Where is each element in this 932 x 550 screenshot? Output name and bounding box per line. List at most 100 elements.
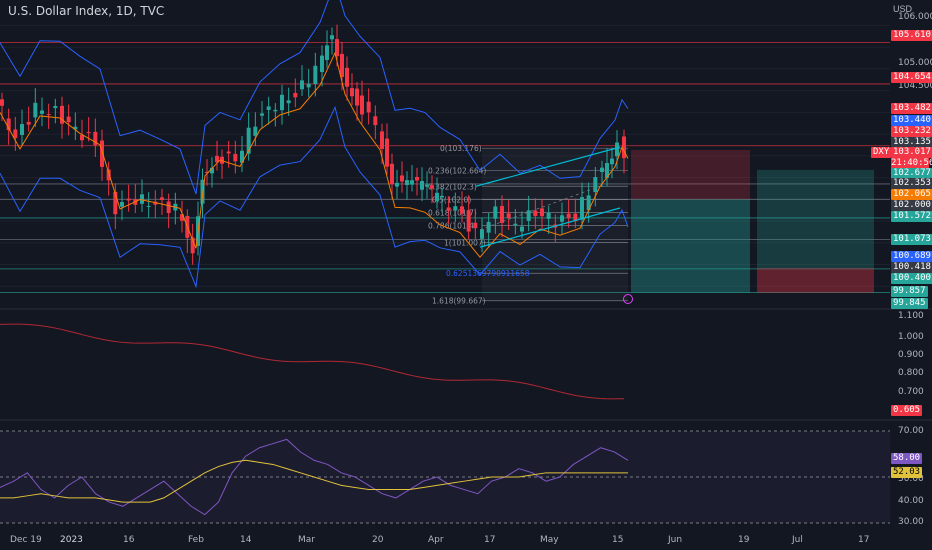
candle	[146, 205, 151, 207]
price-tag: 101.073	[891, 234, 932, 245]
candle	[526, 210, 531, 221]
x-tick-label: Mar	[298, 535, 315, 545]
candle	[400, 175, 404, 182]
candle	[93, 131, 98, 146]
fib-label: 0.236(102.664)	[428, 166, 486, 175]
fib-label: 1.618(99.667)	[432, 297, 486, 306]
candle	[425, 184, 429, 187]
y-tick-label: 0.900	[898, 350, 924, 360]
candle	[300, 80, 304, 90]
candle	[140, 194, 144, 204]
candle	[180, 214, 184, 221]
candle	[373, 116, 378, 126]
x-tick-label: Apr	[428, 535, 444, 545]
price-tag: 100.689	[891, 251, 932, 262]
candle	[453, 206, 458, 211]
fib-label: 1(101.007)	[444, 238, 486, 247]
position-stop-zone	[757, 268, 874, 293]
y-tick-label: 104.500	[898, 81, 932, 91]
candle	[622, 136, 626, 159]
channel-lower	[479, 207, 621, 248]
indicator-tag: 0.605	[891, 405, 923, 416]
candle	[615, 142, 619, 157]
candle	[313, 65, 318, 84]
candle	[205, 171, 209, 174]
candle	[6, 118, 11, 131]
bollinger-upper	[0, 0, 629, 195]
x-tick-label: 14	[240, 535, 252, 545]
candle	[520, 226, 524, 232]
position-target-zone	[757, 169, 874, 269]
rsi-ma-line	[0, 459, 628, 503]
price-tag: 100.400	[891, 273, 932, 284]
candle	[486, 221, 491, 233]
candle	[320, 55, 324, 73]
candle	[513, 223, 518, 226]
rsi-tag: 58.00	[891, 453, 923, 464]
y-tick-label: 0.800	[898, 368, 924, 378]
candle	[280, 94, 284, 111]
candle	[190, 237, 195, 254]
candle	[325, 45, 329, 60]
candle	[360, 95, 364, 115]
candle	[460, 206, 464, 214]
candle	[286, 100, 291, 104]
x-tick-label: Jun	[668, 535, 683, 545]
candle	[226, 151, 231, 154]
price-tag: 99.845	[891, 298, 928, 309]
candle	[580, 197, 584, 220]
candle	[506, 213, 511, 218]
candle	[260, 113, 264, 116]
fib-label: 0.618(101.7)	[428, 208, 477, 217]
candle	[166, 201, 171, 214]
price-tag: 102.065	[891, 189, 932, 200]
candle	[210, 167, 214, 174]
y-tick-label: 50.00	[898, 474, 924, 484]
candle	[120, 202, 124, 207]
candle	[480, 229, 484, 239]
moving-average	[0, 51, 629, 258]
candle	[566, 213, 571, 218]
candle	[100, 140, 104, 167]
candle	[340, 53, 344, 77]
y-tick-label: 105.000	[898, 58, 932, 68]
candle	[466, 210, 471, 232]
candle	[40, 110, 44, 114]
x-tick-label: 19	[738, 535, 750, 545]
price-tag: 99.857	[891, 286, 928, 297]
candle	[366, 101, 371, 113]
fib-label: 0.382(102.3)	[428, 182, 477, 191]
candle	[560, 215, 564, 222]
x-tick-label: 17	[484, 535, 496, 545]
candle	[473, 222, 478, 229]
x-tick-label: Dec 19	[10, 535, 42, 545]
price-tag: 102.353	[891, 178, 932, 189]
fib-label: 0.786(101.4)	[428, 221, 477, 230]
candle	[60, 105, 64, 124]
price-tag: 100.418	[891, 262, 932, 273]
symbol-tag: DXY	[871, 147, 892, 158]
y-tick-label: 0.700	[898, 387, 924, 397]
x-tick-label: 16	[123, 535, 135, 545]
position-stop-zone	[631, 149, 750, 200]
chart-title: U.S. Dollar Index, 1D, TVC	[8, 4, 165, 18]
price-tag: 103.232	[891, 126, 932, 137]
candle	[215, 155, 219, 163]
candle	[86, 132, 91, 134]
candle	[246, 127, 251, 154]
candle	[405, 180, 409, 185]
candle	[113, 191, 118, 215]
y-tick-label: 106.000	[898, 12, 932, 22]
candle	[540, 208, 544, 217]
rsi-ma-tag: 52.03	[891, 467, 923, 478]
lightning-icon	[623, 294, 633, 304]
candle	[410, 180, 414, 185]
candle	[253, 126, 258, 136]
candle	[266, 106, 271, 110]
x-tick-label: 17	[858, 535, 870, 545]
candle	[335, 39, 339, 57]
x-tick-label: Jul	[792, 535, 803, 545]
candle	[33, 102, 38, 118]
